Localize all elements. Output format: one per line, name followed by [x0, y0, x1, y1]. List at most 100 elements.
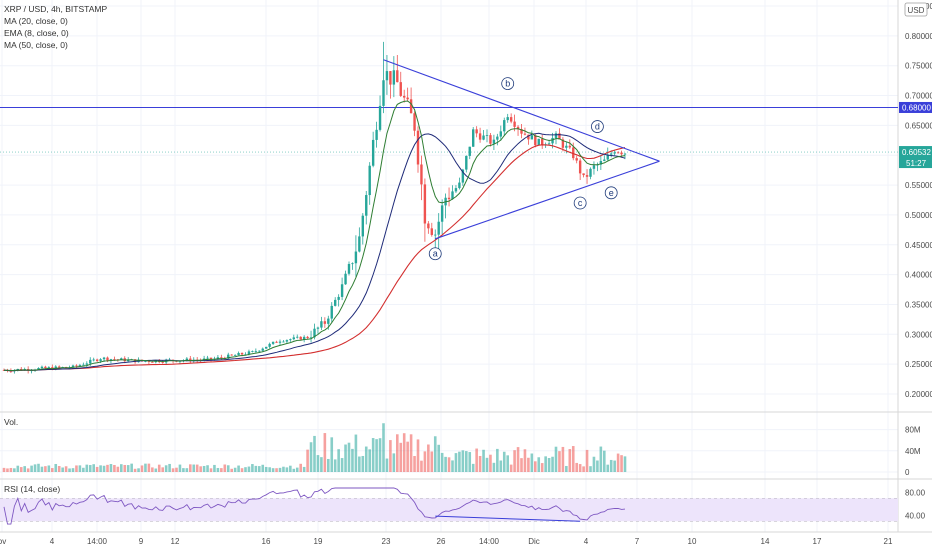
volume-bar: [458, 451, 461, 472]
legend-ma20[interactable]: MA (20, close, 0): [4, 16, 68, 26]
volume-bar: [192, 464, 196, 472]
candle-body: [240, 352, 244, 355]
candle-body: [568, 145, 571, 148]
candle-body: [406, 97, 409, 100]
volume-bar: [623, 456, 627, 472]
price-tick: 0.40000: [905, 271, 932, 280]
candle-body: [616, 152, 620, 154]
candle-body: [458, 182, 461, 189]
candle-body: [482, 135, 485, 140]
volume-bar: [340, 458, 344, 472]
candle-body: [285, 340, 289, 342]
time-tick: 23: [382, 537, 391, 546]
candle-body: [499, 131, 502, 137]
volume-bar: [344, 444, 347, 472]
volume-bar: [178, 464, 182, 472]
candle-body: [282, 341, 285, 343]
volume-bar: [223, 464, 227, 472]
volume-bar: [244, 467, 247, 472]
candle-body: [385, 71, 389, 81]
volume-bar: [209, 468, 213, 472]
currency-badge[interactable]: USD: [904, 2, 928, 17]
rsi-band: [0, 498, 898, 522]
candle-body: [340, 284, 344, 297]
time-tick: 4: [584, 537, 589, 546]
volume-bar: [461, 450, 465, 472]
volume-bar: [468, 452, 472, 472]
volume-bar: [37, 463, 40, 472]
candle-body: [109, 359, 113, 361]
candle-body: [92, 359, 95, 361]
volume-bar: [106, 464, 109, 472]
candle-body: [451, 191, 454, 200]
volume-bar: [368, 449, 371, 472]
volume-bar: [164, 465, 168, 472]
wave-labels: a b c d e: [428, 77, 618, 261]
volume-bar: [409, 434, 413, 472]
time-tick: 7: [635, 537, 640, 546]
volume-bar: [620, 455, 623, 472]
price-axis[interactable]: 0.850000.800000.750000.700000.650000.600…: [905, 2, 932, 399]
volume-bar: [358, 456, 361, 472]
time-tick: 9: [139, 537, 144, 546]
wave-label: e: [609, 188, 614, 198]
candle-body: [378, 105, 382, 130]
time-tick: 19: [314, 537, 323, 546]
triangle-upper-line: [383, 59, 660, 162]
volume-bar: [23, 466, 26, 472]
time-tick: 17: [813, 537, 822, 546]
rsi-tick: 80.00: [905, 489, 926, 498]
time-axis[interactable]: ov 4 14:00 9 12 16 19 23 26 14:00 Dic 4 7 10 14 17 21: [0, 537, 893, 546]
volume-bar: [585, 449, 589, 472]
candle-body: [47, 367, 51, 369]
candle-body: [572, 147, 575, 159]
rsi-title[interactable]: RSI (14, close): [4, 484, 60, 494]
candle-body: [382, 80, 385, 106]
volume-axis: 80M 40M 0: [905, 426, 921, 477]
moving-averages: [3, 100, 626, 372]
candle-body: [530, 135, 534, 140]
volume-bar: [175, 467, 178, 472]
volume-bar: [278, 467, 282, 472]
volume-bar: [109, 464, 113, 472]
volume-bar: [389, 440, 392, 472]
legend-ema8[interactable]: EMA (8, close, 0): [4, 28, 69, 38]
volume-bar: [540, 463, 544, 472]
candle-body: [613, 152, 616, 154]
candle-body: [82, 364, 85, 366]
time-tick: 14:00: [479, 537, 500, 546]
candle-body: [251, 351, 254, 352]
volume-bar: [354, 434, 358, 472]
candle-body: [313, 328, 316, 338]
volume-bar: [327, 458, 330, 472]
volume-bar: [447, 457, 451, 472]
volume-bar: [433, 436, 437, 472]
candle-body: [589, 168, 592, 177]
volume-bar: [578, 464, 582, 472]
volume-bar: [592, 456, 596, 472]
legend-ma50[interactable]: MA (50, close, 0): [4, 40, 68, 50]
volume-bar: [565, 465, 568, 472]
volume-title[interactable]: Vol.: [4, 417, 18, 427]
volume-bar: [406, 441, 409, 472]
candle-body: [337, 296, 340, 300]
legend-symbol[interactable]: XRP / USD, 4h, BITSTAMP: [4, 4, 107, 14]
volume-bar: [40, 466, 44, 472]
candle-body: [85, 363, 88, 365]
volume-bar: [251, 464, 254, 472]
volume-bar: [465, 451, 468, 472]
candle-body: [358, 236, 361, 252]
candle-body: [547, 143, 551, 145]
volume-bar: [323, 433, 327, 472]
candle-body: [44, 366, 47, 369]
wave-label-circle: [428, 247, 442, 261]
candle-body: [202, 358, 206, 360]
candle-body: [351, 263, 354, 265]
volume-bar: [603, 450, 606, 472]
price-tick: 0.20000: [905, 390, 932, 399]
volume-bar: [116, 466, 120, 472]
price-tick: 0.50000: [905, 211, 932, 220]
candle-body: [302, 336, 306, 340]
volume-bar: [375, 439, 378, 472]
candle-body: [71, 365, 75, 368]
